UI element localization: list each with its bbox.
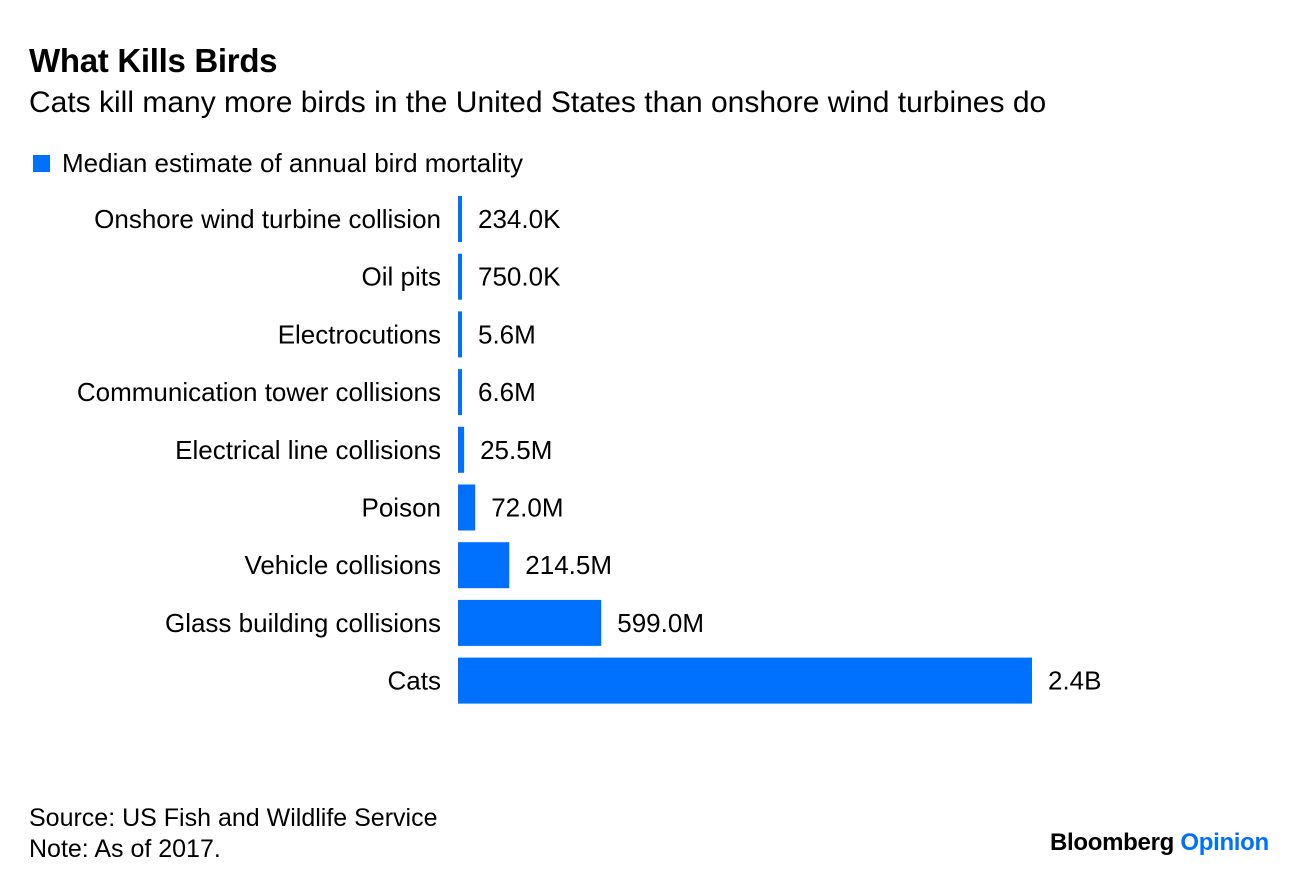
category-label: Electrocutions xyxy=(278,319,441,349)
legend-label: Median estimate of annual bird mortality xyxy=(62,148,524,178)
note-text: Note: As of 2017. xyxy=(29,835,221,863)
data-label: 5.6M xyxy=(478,319,536,349)
source-note: Source: US Fish and Wildlife Service Not… xyxy=(29,803,437,865)
logo-section: Opinion xyxy=(1180,829,1269,856)
data-label: 2.4B xyxy=(1048,666,1102,696)
bloomberg-opinion-logo: Bloomberg Opinion xyxy=(1050,829,1269,857)
category-label: Poison xyxy=(362,493,442,523)
bar xyxy=(458,484,476,531)
bar xyxy=(458,542,510,589)
bar xyxy=(458,196,462,242)
bar xyxy=(458,311,462,358)
bar xyxy=(458,426,465,473)
data-label: 25.5M xyxy=(480,435,552,465)
data-label: 599.0M xyxy=(617,608,704,638)
source-text: Source: US Fish and Wildlife Service xyxy=(29,804,438,832)
category-label: Communication tower collisions xyxy=(77,377,441,407)
data-label: 72.0M xyxy=(491,493,563,523)
bar xyxy=(458,599,602,646)
legend-swatch xyxy=(33,155,50,172)
category-label: Cats xyxy=(388,666,441,696)
category-label: Vehicle collisions xyxy=(244,550,441,580)
data-label: 6.6M xyxy=(478,377,536,407)
bar xyxy=(458,253,462,300)
category-label: Oil pits xyxy=(362,262,441,292)
data-label: 214.5M xyxy=(525,550,612,580)
chart-title: What Kills Birds xyxy=(29,42,278,79)
logo-brand: Bloomberg xyxy=(1050,829,1174,856)
bar xyxy=(458,369,462,416)
category-label: Onshore wind turbine collision xyxy=(94,204,441,234)
category-label: Glass building collisions xyxy=(165,608,441,638)
data-label: 234.0K xyxy=(478,204,561,234)
category-label: Electrical line collisions xyxy=(175,435,441,465)
bar xyxy=(458,657,1032,704)
data-label: 750.0K xyxy=(478,262,561,292)
chart-subtitle: Cats kill many more birds in the United … xyxy=(29,86,1047,119)
legend: Median estimate of annual bird mortality xyxy=(33,148,523,179)
